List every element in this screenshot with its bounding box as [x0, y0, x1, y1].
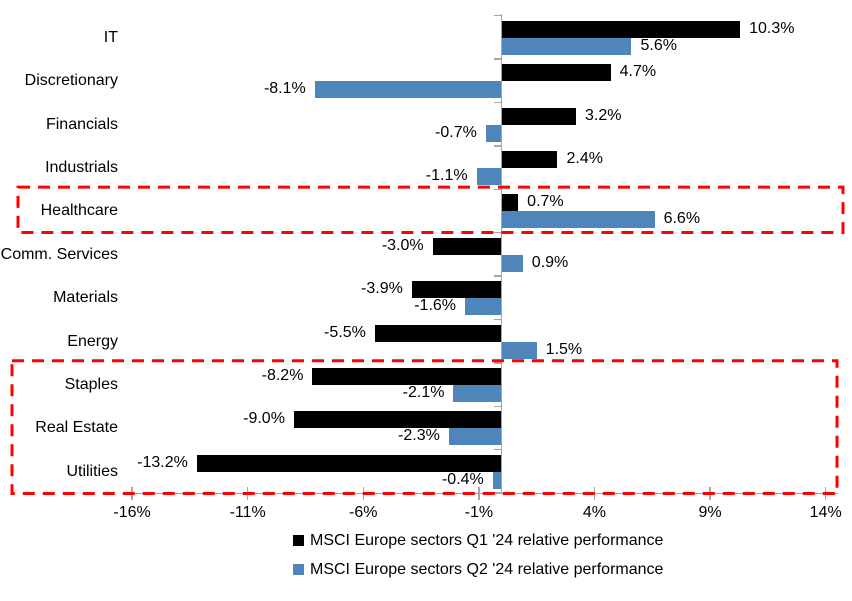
bar-q2-financials	[485, 124, 502, 142]
x-axis-tick	[131, 487, 133, 500]
value-label-q2-staples: -2.1%	[402, 383, 445, 401]
x-tick-label-14: 14%	[809, 504, 842, 521]
category-label-discretionary: Discretionary	[24, 72, 118, 90]
x-axis-tick	[478, 487, 480, 500]
value-label-q1-staples: -8.2%	[261, 366, 304, 384]
bar-q1-materials	[411, 281, 502, 299]
x-tick-label-6: -6%	[349, 504, 378, 521]
value-label-q1-financials: 3.2%	[584, 106, 622, 124]
y-axis-line	[500, 14, 503, 494]
bar-q1-comm-services	[432, 237, 502, 255]
category-label-it: IT	[103, 28, 118, 46]
value-label-q2-comm-services: 0.9%	[531, 253, 569, 271]
value-label-q2-it: 5.6%	[640, 36, 677, 54]
y-axis-tick	[494, 492, 502, 494]
value-label-q1-real-estate: -9.0%	[243, 410, 285, 428]
x-axis-line	[124, 492, 838, 494]
x-tick-label-4: 4%	[582, 504, 607, 521]
value-label-q1-it: 10.3%	[749, 19, 795, 37]
value-label-q2-utilities: -0.4%	[441, 470, 484, 488]
bar-q1-utilities	[196, 454, 502, 472]
healthcare-highlight	[16, 185, 845, 235]
category-label-healthcare: Healthcare	[40, 202, 118, 220]
value-label-q1-utilities: -13.2%	[137, 453, 188, 471]
bar-q2-healthcare	[502, 211, 655, 229]
value-label-q2-financials: -0.7%	[435, 123, 477, 141]
x-tick-label-1: -1%	[464, 504, 494, 521]
bar-q1-financials	[502, 107, 576, 125]
value-label-q1-materials: -3.9%	[361, 280, 403, 298]
value-label-q1-energy: -5.5%	[324, 323, 366, 341]
y-axis-tick	[494, 145, 502, 147]
category-label-materials: Materials	[53, 289, 118, 307]
value-label-q1-industrials: 2.4%	[566, 149, 603, 167]
value-label-q2-industrials: -1.1%	[425, 166, 468, 184]
q1-legend-swatch-icon	[293, 535, 304, 546]
value-label-q2-materials: -1.6%	[414, 297, 457, 315]
legend-item-q2: MSCI Europe sectors Q2 '24 relative perf…	[293, 560, 663, 579]
bar-q1-it	[502, 20, 741, 38]
y-axis-tick	[494, 318, 502, 321]
category-label-utilities: Utilities	[66, 462, 118, 480]
y-axis-tick	[494, 275, 502, 277]
q2-legend-swatch-icon	[293, 564, 304, 575]
x-axis-tick	[362, 487, 364, 500]
bar-q1-staples	[312, 367, 502, 385]
y-axis-tick	[494, 405, 502, 407]
x-axis-tick	[824, 487, 827, 500]
bar-q2-real-estate	[448, 428, 502, 446]
category-label-financials: Financials	[45, 115, 118, 133]
value-label-q1-comm-services: -3.0%	[381, 236, 424, 254]
x-axis-tick	[593, 487, 596, 500]
bar-q2-discretionary	[314, 81, 502, 99]
value-label-q1-discretionary: 4.7%	[619, 63, 657, 81]
x-tick-label-16: -16%	[113, 504, 151, 521]
x-tick-label-11: -11%	[229, 504, 266, 521]
y-axis-tick	[494, 232, 502, 234]
legend-item-q1: MSCI Europe sectors Q1 '24 relative perf…	[293, 531, 663, 550]
bar-q1-healthcare	[502, 194, 519, 212]
value-label-q1-healthcare: 0.7%	[527, 193, 564, 211]
bar-q1-energy	[374, 324, 502, 342]
y-axis-tick	[494, 449, 502, 451]
bar-q2-staples	[453, 384, 502, 402]
category-label-staples: Staples	[64, 375, 118, 393]
y-axis-tick	[494, 101, 502, 104]
category-label-industrials: Industrials	[45, 158, 118, 176]
y-axis-tick	[494, 15, 502, 17]
legend-label-q1: MSCI Europe sectors Q1 '24 relative perf…	[310, 532, 664, 549]
value-label-q2-healthcare: 6.6%	[663, 210, 701, 228]
bar-q2-materials	[465, 298, 502, 316]
x-axis-tick	[709, 487, 711, 500]
bar-q2-comm-services	[502, 254, 523, 272]
bar-q1-real-estate	[293, 411, 502, 429]
y-axis-tick	[494, 188, 502, 190]
category-label-energy: Energy	[67, 332, 118, 350]
category-label-comm-services: Comm. Services	[0, 245, 118, 263]
x-axis-tick	[246, 487, 249, 500]
value-label-q2-energy: 1.5%	[545, 340, 583, 358]
legend-label-q2: MSCI Europe sectors Q2 '24 relative perf…	[310, 561, 664, 578]
bar-q1-industrials	[502, 150, 558, 168]
value-label-q2-real-estate: -2.3%	[398, 427, 440, 445]
bar-q1-discretionary	[502, 64, 611, 82]
bar-q2-industrials	[476, 167, 502, 185]
category-label-real-estate: Real Estate	[35, 419, 118, 437]
y-axis-tick	[494, 362, 502, 364]
bar-q2-energy	[502, 341, 537, 359]
value-label-q2-discretionary: -8.1%	[263, 80, 306, 98]
x-tick-label-9: 9%	[698, 504, 722, 521]
bar-q2-it	[502, 37, 632, 55]
y-axis-tick	[494, 58, 502, 60]
